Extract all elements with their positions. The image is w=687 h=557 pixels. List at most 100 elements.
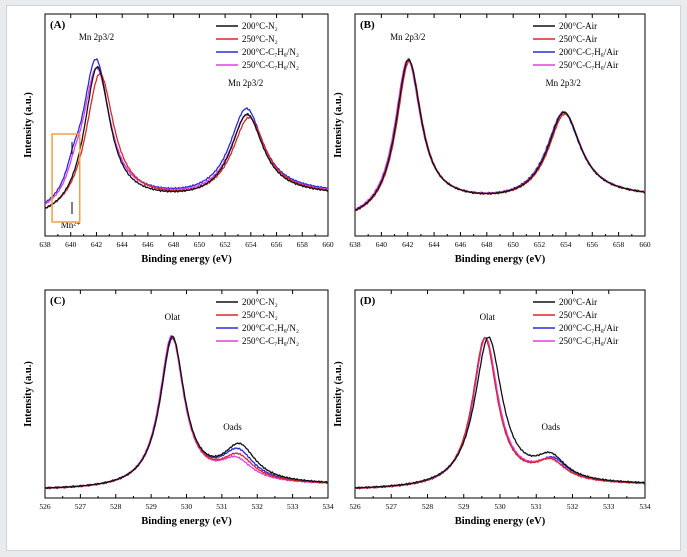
y-axis-title: Intensity (a.u.)	[333, 92, 344, 158]
peak-annotation: Oads	[223, 422, 242, 432]
peak-annotation: Mn 2p3/2	[79, 32, 114, 42]
x-tick-label: 652	[534, 240, 546, 249]
peak-annotation: Mn 2p3/2	[228, 78, 263, 88]
x-tick-label: 646	[142, 240, 154, 249]
legend-entry: 250°C-Air	[559, 310, 597, 320]
x-tick-label: 646	[455, 240, 467, 249]
series-line-black	[354, 58, 646, 211]
x-tick-label: 638	[39, 240, 51, 249]
series-line-blue	[44, 57, 329, 204]
x-tick-label: 533	[603, 502, 615, 511]
plot-frame	[354, 289, 646, 499]
x-tick-label: 654	[245, 240, 257, 249]
peak-annotation: Olat	[480, 312, 496, 322]
series-line-magenta	[44, 335, 329, 490]
x-tick-label: 648	[481, 240, 493, 249]
x-tick-label: 642	[91, 240, 103, 249]
legend-entry: 250°C-C₇H₈/N₂	[242, 60, 299, 70]
x-tick-label: 660	[322, 240, 334, 249]
x-tick-label: 652	[219, 240, 231, 249]
peak-annotation: Mn 2p3/2	[390, 32, 425, 42]
legend-entry: 200°C-Air	[559, 297, 597, 307]
x-tick-label: 526	[39, 502, 51, 511]
x-tick-label: 530	[181, 502, 193, 511]
panel-label: (C)	[50, 295, 66, 307]
x-tick-label: 640	[376, 240, 388, 249]
legend-entry: 200°C-C₇H₈/N₂	[242, 47, 299, 57]
legend-entry: 200°C-Air	[559, 21, 597, 31]
x-tick-label: 654	[560, 240, 572, 249]
x-tick-label: 532	[252, 502, 264, 511]
series-line-blue	[44, 337, 329, 490]
y-axis-title: Intensity (a.u.)	[333, 361, 344, 427]
series-line-red	[44, 72, 329, 209]
xps-figure: 638 640 642 644 646 648 650 652 654 656 658 660 Bind…	[23, 13, 651, 527]
y-axis-title: Intensity (a.u.)	[23, 361, 34, 427]
x-tick-label: 644	[117, 240, 129, 249]
series-line-red	[354, 59, 646, 212]
x-tick-label: 648	[168, 240, 180, 249]
x-tick-label: 658	[297, 240, 309, 249]
x-tick-label: 529	[146, 502, 158, 511]
panel-label: (D)	[360, 295, 376, 307]
panel-label: (A)	[50, 19, 66, 31]
x-tick-label: 527	[75, 502, 87, 511]
legend-entry: 250°C-C₇H₈/Air	[559, 336, 618, 346]
x-tick-label: 660	[639, 240, 651, 249]
panel-label: (B)	[360, 19, 375, 31]
panel-d: 526 527 528 529 530 531 532 533 534 Binding energ…	[333, 289, 651, 527]
x-tick-label: 638	[349, 240, 361, 249]
x-tick-label: 644	[428, 240, 440, 249]
x-tick-label: 642	[402, 240, 414, 249]
peak-annotation: Olat	[165, 312, 181, 322]
x-tick-label: 528	[110, 502, 122, 511]
peak-annotation: Mn²⁺	[61, 220, 81, 230]
x-tick-label: 528	[422, 502, 434, 511]
x-tick-label: 534	[639, 502, 651, 511]
legend-entry: 200°C-C₇H₈/Air	[559, 323, 618, 333]
x-tick-label: 527	[386, 502, 398, 511]
peak-annotation: Mn 2p3/2	[546, 78, 581, 88]
panel-b: 638 640 642 644 646 648 650 652 654 656 658 660 Bind…	[333, 13, 651, 265]
x-axis-title: Binding energy (eV)	[455, 516, 546, 527]
x-tick-label: 529	[458, 502, 470, 511]
x-tick-label: 640	[65, 240, 77, 249]
legend-entry: 200°C-N₂	[242, 21, 278, 31]
legend-entry: 250°C-N₂	[242, 34, 278, 44]
series-line-blue	[354, 57, 646, 211]
x-tick-label: 533	[287, 502, 299, 511]
x-tick-label: 530	[494, 502, 506, 511]
panel-c: 526 527 528 529 530 531 532 533 534 Binding energ…	[23, 289, 334, 527]
legend-entry: 200°C-C₇H₈/Air	[559, 47, 618, 57]
legend-entry: 250°C-C₇H₈/N₂	[242, 336, 299, 346]
x-axis-title: Binding energy (eV)	[455, 254, 546, 265]
x-tick-label: 526	[349, 502, 361, 511]
series-line-red	[354, 336, 646, 490]
plot-frame	[44, 289, 329, 499]
x-tick-label: 531	[531, 502, 543, 511]
mn2-highlight-box	[51, 133, 81, 223]
x-tick-label: 656	[271, 240, 283, 249]
series-line-black	[44, 65, 329, 209]
x-tick-label: 534	[322, 502, 334, 511]
x-tick-label: 650	[508, 240, 520, 249]
legend-entry: 250°C-N₂	[242, 310, 278, 320]
legend-entry: 200°C-N₂	[242, 297, 278, 307]
panel-a: 638 640 642 644 646 648 650 652 654 656 658 660 Bind…	[23, 13, 334, 265]
x-tick-label: 532	[567, 502, 579, 511]
legend-entry: 250°C-Air	[559, 34, 597, 44]
y-axis-title: Intensity (a.u.)	[23, 92, 34, 158]
series-line-black	[44, 335, 329, 490]
x-tick-label: 650	[194, 240, 206, 249]
figure-frame: 638 640 642 644 646 648 650 652 654 656 658 660 Bind…	[6, 5, 681, 551]
x-tick-label: 531	[216, 502, 228, 511]
x-axis-title: Binding energy (eV)	[141, 254, 232, 265]
series-line-black	[354, 336, 646, 490]
peak-annotation: Oads	[542, 422, 561, 432]
legend-entry: 200°C-C₇H₈/N₂	[242, 323, 299, 333]
x-tick-label: 658	[613, 240, 625, 249]
x-axis-title: Binding energy (eV)	[141, 516, 232, 527]
series-line-magenta	[354, 58, 646, 211]
x-tick-label: 656	[587, 240, 599, 249]
legend-entry: 250°C-C₇H₈/Air	[559, 60, 618, 70]
